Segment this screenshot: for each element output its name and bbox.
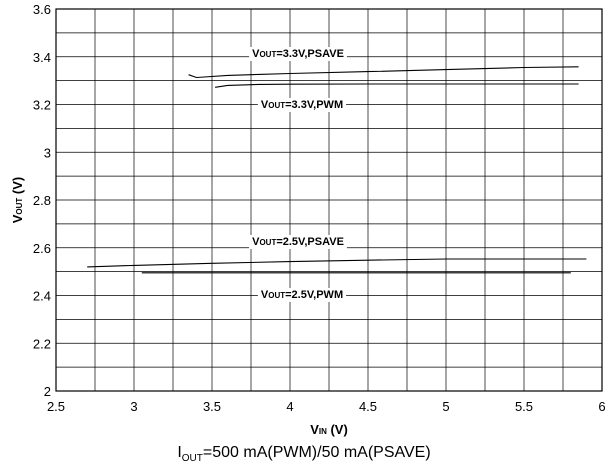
x-tick-label: 5.5 <box>515 399 533 414</box>
series-label-rest: =2.5V,PWM <box>285 289 343 301</box>
series-line <box>188 66 579 79</box>
x-tick-label: 3.5 <box>203 399 221 414</box>
caption-main: I <box>177 444 182 461</box>
series-label-sub: OUT <box>259 50 276 59</box>
series-line <box>87 258 587 268</box>
chart-caption: IOUT=500 mA(PWM)/50 mA(PSAVE) <box>0 444 608 464</box>
series-label-background <box>249 235 347 249</box>
x-tick-label: 4.5 <box>359 399 377 414</box>
series-label-background <box>257 288 347 302</box>
series-label-sub: OUT <box>268 291 285 300</box>
series-label-rest: =3.3V,PSAVE <box>276 48 344 60</box>
chart: 2.5 3 3.5 4 4.5 5 5.5 6 2 2.2 2.4 2.6 2.8 3 3.2 3.4 3.6… <box>10 2 606 437</box>
y-tick-label: 3 <box>44 145 51 160</box>
series-annotations: VOUT=3.3V,PSAVEVOUT=3.3V,PWMVOUT=2.5V,PS… <box>249 47 347 302</box>
series-label-sub: OUT <box>268 101 285 110</box>
y-tick-labels: 2 2.2 2.4 2.6 2.8 3 3.2 3.4 3.6 <box>33 2 51 399</box>
plot-frame <box>55 8 603 392</box>
y-tick-label: 2.4 <box>33 289 51 304</box>
y-axis-title-unit: (V) <box>10 177 25 198</box>
x-axis-title: VIN (V) <box>310 422 348 437</box>
y-tick-label: 3.4 <box>33 50 51 65</box>
series-label: VOUT=2.5V,PSAVE <box>252 236 344 248</box>
x-axis-title-main: V <box>310 422 319 437</box>
y-tick-label: 3.2 <box>33 98 51 113</box>
series-label: VOUT=3.3V,PSAVE <box>252 48 344 60</box>
y-tick-label: 3.6 <box>33 2 51 17</box>
series-label-background <box>249 47 347 61</box>
x-tick-label: 6 <box>598 399 605 414</box>
y-axis-title: VOUT (V) <box>10 177 25 224</box>
series-group <box>87 66 587 274</box>
series-label-background <box>257 98 347 112</box>
series-label: VOUT=3.3V,PWM <box>261 99 343 111</box>
x-tick-label: 2.5 <box>47 399 65 414</box>
y-tick-label: 2.6 <box>33 241 51 256</box>
x-axis-title-sub: IN <box>319 427 327 436</box>
y-axis-title-main: V <box>10 214 25 223</box>
caption-rest: =500 mA(PWM)/50 mA(PSAVE) <box>202 444 431 461</box>
y-tick-label: 2 <box>44 384 51 399</box>
caption-sub: OUT <box>181 453 203 464</box>
y-tick-label: 2.2 <box>33 336 51 351</box>
series-label-sub: OUT <box>259 238 276 247</box>
y-tick-label: 2.8 <box>33 193 51 208</box>
x-tick-label: 3 <box>130 399 137 414</box>
series-label-main: V <box>252 48 260 60</box>
series-label-main: V <box>261 99 269 111</box>
x-tick-labels: 2.5 3 3.5 4 4.5 5 5.5 6 <box>47 399 606 414</box>
series-label-rest: =2.5V,PSAVE <box>276 236 344 248</box>
series-label-main: V <box>252 236 260 248</box>
x-axis-title-unit: (V) <box>327 422 348 437</box>
y-axis-title-sub: OUT <box>15 198 24 215</box>
x-tick-label: 4 <box>286 399 293 414</box>
series-label-rest: =3.3V,PWM <box>285 99 343 111</box>
series-label-main: V <box>261 289 269 301</box>
x-tick-label: 5 <box>442 399 449 414</box>
series-line <box>215 83 579 88</box>
series-label: VOUT=2.5V,PWM <box>261 289 343 301</box>
grid <box>55 8 603 392</box>
